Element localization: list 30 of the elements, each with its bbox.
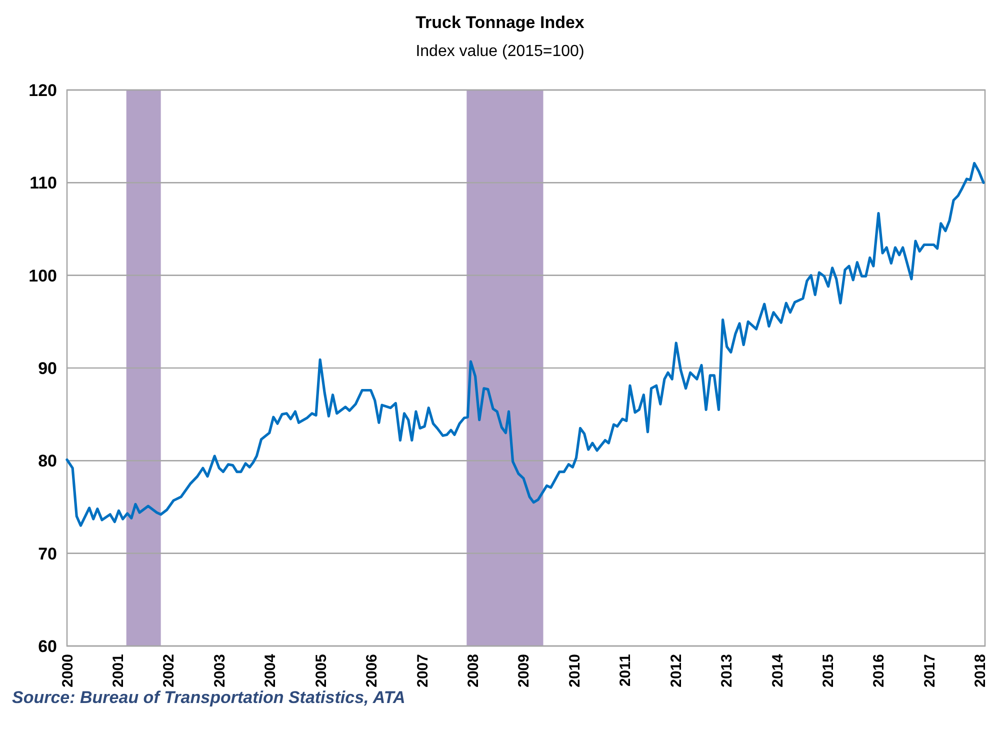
y-tick-label: 100 [28,266,57,286]
x-tick-label: 2003 [211,654,228,688]
chart-subtitle: Index value (2015=100) [416,43,584,60]
x-tick-label: 2008 [464,654,482,688]
x-tick-label: 2000 [59,654,76,688]
y-tick-label: 90 [38,358,57,378]
x-tick-label: 2015 [820,654,838,688]
x-tick-label: 2007 [414,654,432,688]
y-tick-label: 80 [38,452,57,471]
x-tick-label: 2001 [110,654,127,688]
chart-title: Truck Tonnage Index [416,13,585,32]
x-tick-label: 2017 [921,654,938,688]
x-tick-label: 2005 [312,654,330,688]
x-tick-label: 2016 [870,654,888,688]
x-tick-label: 2013 [718,654,736,688]
x-tick-label: 2012 [668,654,685,688]
x-tick-label: 2010 [566,654,584,688]
x-tick-label: 2018 [972,654,990,688]
y-tick-label: 70 [38,544,57,564]
y-tick-label: 110 [30,174,57,193]
y-tick-label: 60 [38,636,57,656]
x-tick-label: 2014 [769,653,786,688]
source-note: Source: Bureau of Transportation Statistics, ATA [12,688,406,707]
x-tick-label: 2009 [516,654,533,688]
x-tick-label: 2004 [262,653,280,688]
x-tick-label: 2006 [364,654,381,688]
line-series [66,162,985,527]
x-tick-label: 2011 [617,654,634,687]
x-tick-label: 2002 [160,654,178,688]
y-tick-label: 120 [28,80,57,100]
